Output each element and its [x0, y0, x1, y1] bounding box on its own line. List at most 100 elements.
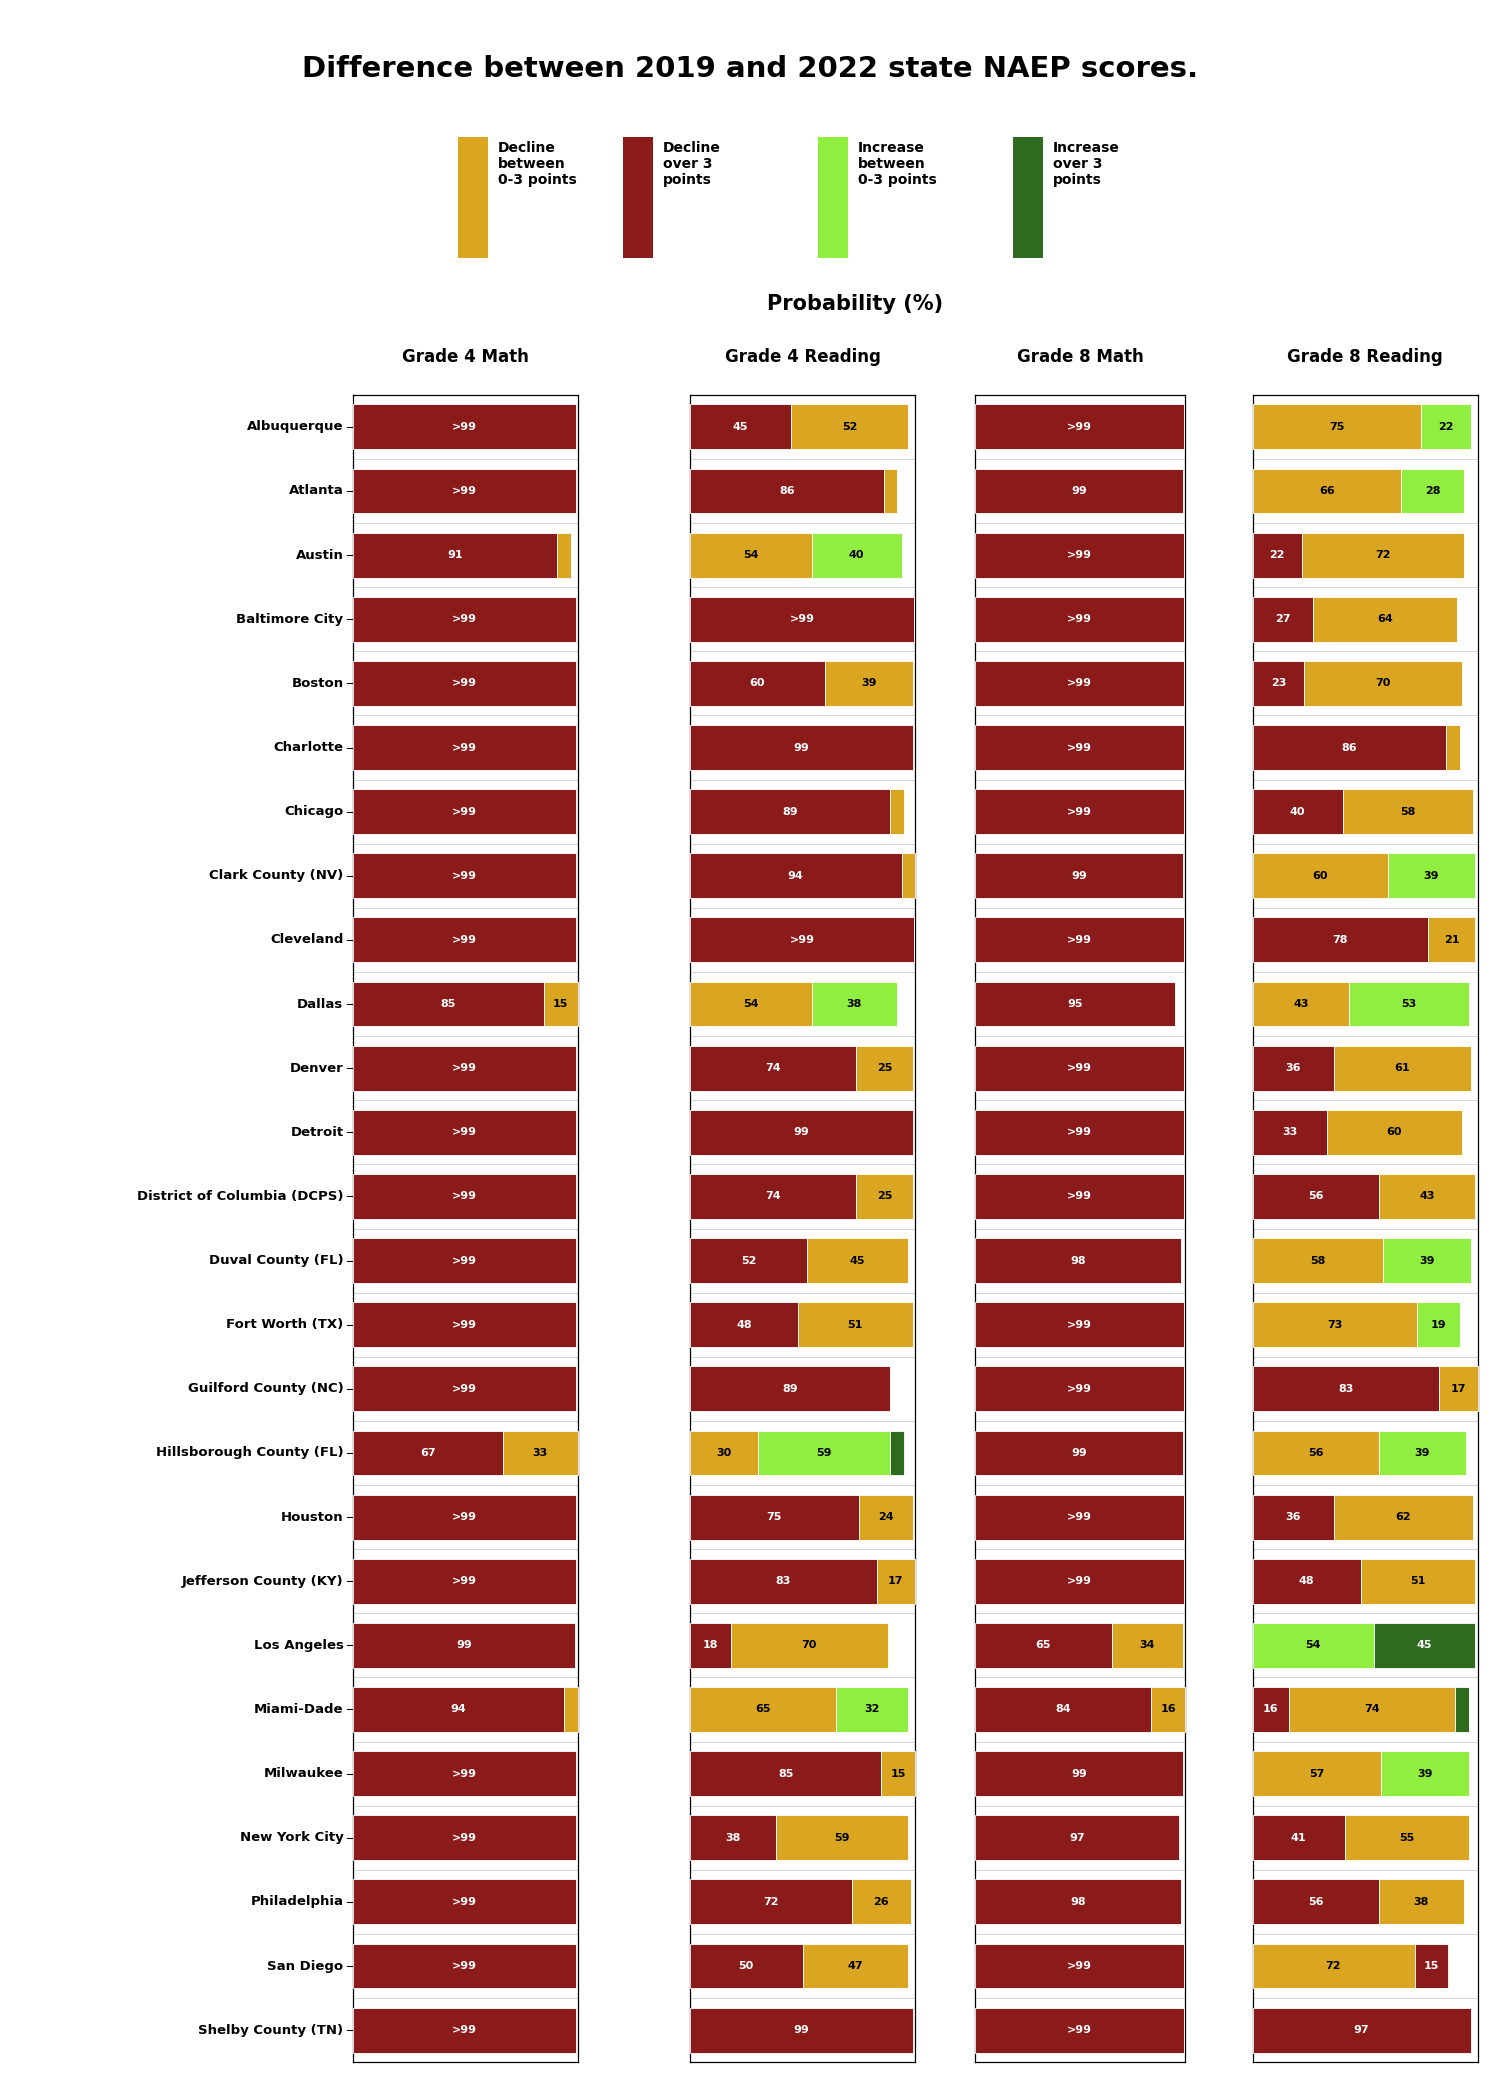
Text: 32: 32	[864, 1705, 880, 1714]
Text: 28: 28	[1425, 485, 1440, 496]
Text: >99: >99	[452, 872, 477, 880]
Text: Clark County (NV): Clark County (NV)	[209, 869, 344, 882]
Text: 65: 65	[1035, 1640, 1052, 1651]
Text: 59: 59	[834, 1833, 849, 1842]
Text: 38: 38	[846, 1000, 862, 1008]
Text: 15: 15	[891, 1768, 906, 1779]
Text: 74: 74	[765, 1191, 782, 1201]
Text: 60: 60	[1386, 1128, 1402, 1138]
Text: >99: >99	[452, 1768, 477, 1779]
Text: 38: 38	[724, 1833, 741, 1842]
Text: 17: 17	[888, 1577, 903, 1586]
Text: 40: 40	[849, 550, 864, 561]
Text: 58: 58	[1400, 806, 1416, 817]
Text: Atlanta: Atlanta	[288, 485, 344, 498]
Text: 95: 95	[1066, 1000, 1083, 1008]
Text: >99: >99	[452, 2024, 477, 2035]
Text: Shelby County (TN): Shelby County (TN)	[198, 2024, 344, 2037]
Text: 86: 86	[778, 485, 795, 496]
Text: 94: 94	[788, 872, 804, 880]
Text: 27: 27	[1275, 615, 1290, 624]
Text: 33: 33	[1282, 1128, 1298, 1138]
Text: 99: 99	[1071, 1768, 1088, 1779]
Text: >99: >99	[452, 1577, 477, 1586]
Text: Grade 4 Math: Grade 4 Math	[402, 349, 528, 365]
Text: Boston: Boston	[291, 676, 344, 691]
Text: Detroit: Detroit	[291, 1126, 344, 1138]
Text: 40: 40	[1290, 806, 1305, 817]
Text: >99: >99	[789, 615, 814, 624]
Text: >99: >99	[452, 1128, 477, 1138]
Text: Decline
between
0-3 points: Decline between 0-3 points	[498, 141, 576, 187]
Text: 52: 52	[741, 1256, 756, 1266]
Text: Probability (%): Probability (%)	[766, 294, 944, 315]
Text: Difference between 2019 and 2022 state NAEP scores.: Difference between 2019 and 2022 state N…	[302, 55, 1198, 82]
Text: 74: 74	[1364, 1705, 1380, 1714]
Text: 99: 99	[1071, 485, 1088, 496]
Text: 73: 73	[1328, 1319, 1342, 1329]
Text: >99: >99	[1066, 1191, 1092, 1201]
Text: >99: >99	[1066, 422, 1092, 433]
Text: >99: >99	[1066, 1063, 1092, 1073]
Text: 15: 15	[554, 1000, 568, 1008]
Text: 33: 33	[532, 1449, 548, 1457]
Text: 54: 54	[742, 1000, 759, 1008]
Text: 47: 47	[847, 1961, 862, 1972]
Text: 25: 25	[878, 1191, 892, 1201]
Text: >99: >99	[452, 1384, 477, 1394]
Text: Albuquerque: Albuquerque	[248, 420, 344, 433]
Text: 62: 62	[1395, 1512, 1411, 1522]
Text: 48: 48	[736, 1319, 752, 1329]
Text: New York City: New York City	[240, 1831, 344, 1844]
Text: 39: 39	[861, 678, 876, 689]
Text: 99: 99	[456, 1640, 471, 1651]
Text: 98: 98	[1070, 1896, 1086, 1907]
Text: 75: 75	[1329, 422, 1344, 433]
Text: 45: 45	[1418, 1640, 1432, 1651]
Text: 26: 26	[873, 1896, 889, 1907]
Text: 78: 78	[1332, 934, 1348, 945]
Text: 72: 72	[1376, 550, 1390, 561]
Text: 39: 39	[1419, 1256, 1434, 1266]
Text: >99: >99	[452, 743, 477, 752]
Text: 99: 99	[1071, 872, 1088, 880]
Text: 91: 91	[447, 550, 462, 561]
Text: 75: 75	[766, 1512, 782, 1522]
Text: 89: 89	[783, 1384, 798, 1394]
Text: 65: 65	[756, 1705, 771, 1714]
Text: 36: 36	[1286, 1512, 1300, 1522]
Text: 72: 72	[1326, 1961, 1341, 1972]
Text: 55: 55	[1400, 1833, 1414, 1842]
Text: 18: 18	[702, 1640, 718, 1651]
Text: Milwaukee: Milwaukee	[264, 1766, 344, 1781]
Text: 59: 59	[816, 1449, 831, 1457]
Text: Fort Worth (TX): Fort Worth (TX)	[226, 1319, 344, 1331]
Text: >99: >99	[1066, 2024, 1092, 2035]
Text: >99: >99	[452, 615, 477, 624]
Text: 52: 52	[842, 422, 858, 433]
Text: Miami-Dade: Miami-Dade	[254, 1703, 344, 1716]
Text: 16: 16	[1263, 1705, 1278, 1714]
Text: 48: 48	[1299, 1577, 1314, 1586]
Text: 16: 16	[1161, 1705, 1176, 1714]
Text: Duval County (FL): Duval County (FL)	[209, 1254, 344, 1266]
Text: District of Columbia (DCPS): District of Columbia (DCPS)	[136, 1191, 344, 1203]
Text: 36: 36	[1286, 1063, 1300, 1073]
Text: 38: 38	[1413, 1896, 1430, 1907]
Text: >99: >99	[1066, 615, 1092, 624]
Text: 58: 58	[1310, 1256, 1326, 1266]
Text: >99: >99	[452, 678, 477, 689]
Text: >99: >99	[1066, 743, 1092, 752]
Text: 66: 66	[1318, 485, 1335, 496]
Text: 57: 57	[1310, 1768, 1324, 1779]
Text: 97: 97	[1354, 2024, 1370, 2035]
Text: 86: 86	[1341, 743, 1358, 752]
Text: Grade 8 Math: Grade 8 Math	[1017, 349, 1143, 365]
Text: 85: 85	[778, 1768, 794, 1779]
Text: 83: 83	[776, 1577, 790, 1586]
Text: 60: 60	[1312, 872, 1328, 880]
Text: Increase
over 3
points: Increase over 3 points	[1053, 141, 1120, 187]
Text: 21: 21	[1444, 934, 1460, 945]
Text: 39: 39	[1424, 872, 1438, 880]
Text: Grade 4 Reading: Grade 4 Reading	[724, 349, 880, 365]
